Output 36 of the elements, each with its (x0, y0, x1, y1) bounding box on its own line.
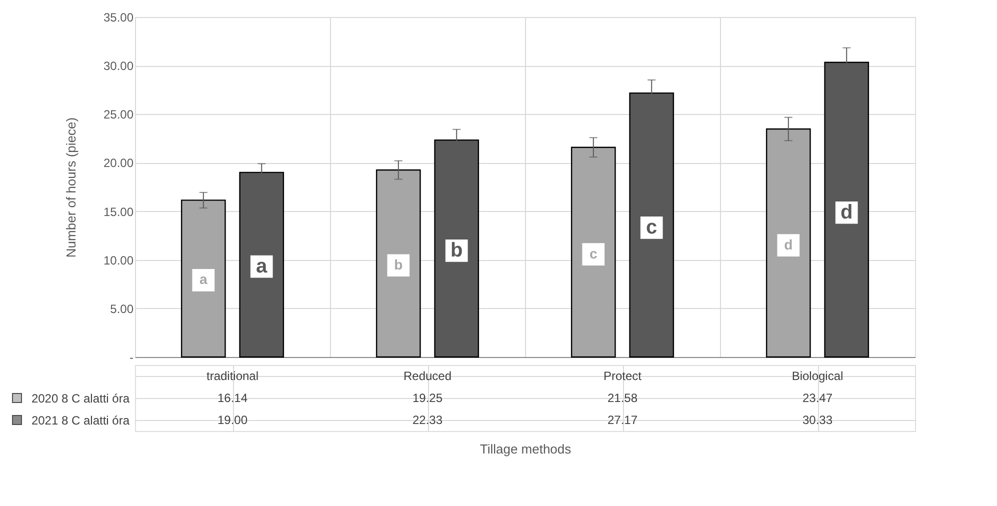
legend-label: 2021 8 C alatti óra (31, 414, 130, 428)
bar (376, 169, 421, 358)
data-label: 27.17 (607, 413, 638, 427)
y-axis-title: Number of hours (piece) (63, 117, 78, 258)
annotation: c (646, 216, 658, 239)
annotation: d (840, 202, 853, 224)
y-tick-label: 25.00 (103, 108, 134, 122)
y-tick-label: 30.00 (103, 59, 134, 74)
y-tick-label: 35.00 (103, 10, 134, 24)
legend-label: 2020 8 C alatti óra (31, 392, 130, 406)
x-tick-label: traditional (206, 369, 259, 383)
annotation: a (256, 256, 268, 278)
data-label: 22.33 (412, 413, 443, 427)
data-label: 19.25 (412, 391, 443, 405)
data-label: 21.58 (607, 391, 638, 405)
y-tick-label: 10.00 (103, 253, 134, 268)
x-axis-title: Tillage methods (480, 442, 572, 456)
annotation: b (394, 256, 403, 272)
bar (180, 200, 226, 358)
annotation: d (784, 236, 793, 252)
data-label: 16.14 (217, 391, 248, 405)
data-label: 30.33 (802, 413, 833, 427)
data-label: 23.47 (802, 391, 833, 405)
x-tick-label: Biological (792, 369, 844, 383)
annotation: c (589, 245, 598, 262)
annotation: b (450, 240, 463, 262)
annotation: a (199, 271, 208, 288)
bar (766, 128, 811, 358)
y-tick-label: 20.00 (103, 156, 134, 170)
y-tick-label: - (130, 350, 134, 364)
data-label: 19.00 (217, 413, 248, 427)
y-tick-label: 5.00 (110, 302, 134, 316)
bar (570, 146, 616, 358)
x-tick-label: Protect (603, 369, 642, 383)
y-tick-label: 15.00 (103, 204, 134, 219)
x-tick-label: Reduced (403, 369, 452, 383)
